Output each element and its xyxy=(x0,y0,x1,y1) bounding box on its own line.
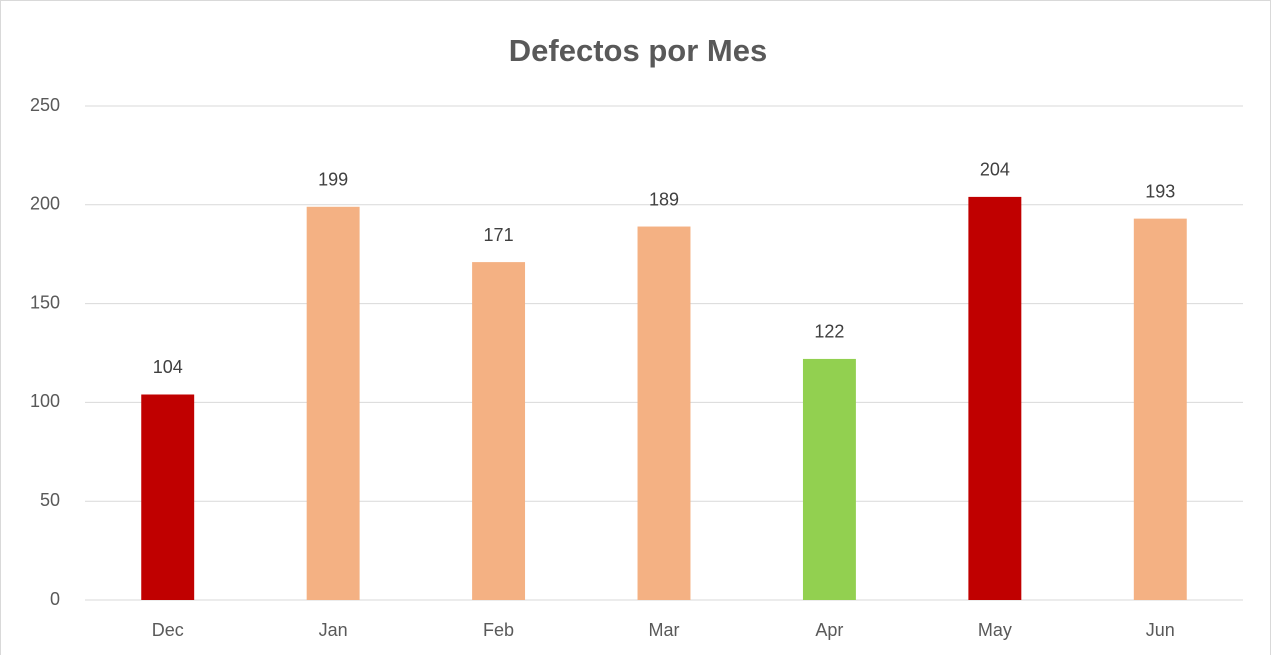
bar xyxy=(472,262,526,600)
y-tick-label: 150 xyxy=(30,292,60,312)
y-tick-label: 0 xyxy=(50,589,60,609)
x-tick-label: Apr xyxy=(815,620,843,640)
data-label: 193 xyxy=(1145,181,1175,201)
bar xyxy=(637,226,691,600)
x-tick-label: Jan xyxy=(319,620,348,640)
y-tick-label: 200 xyxy=(30,194,60,214)
data-label: 189 xyxy=(649,189,679,209)
data-label: 199 xyxy=(318,170,348,190)
bar xyxy=(141,394,195,600)
y-tick-label: 250 xyxy=(30,95,60,115)
x-tick-label: Mar xyxy=(649,620,680,640)
data-label: 122 xyxy=(814,322,844,342)
x-tick-label: May xyxy=(978,620,1012,640)
bar xyxy=(968,196,1022,600)
y-tick-label: 50 xyxy=(40,490,60,510)
data-label: 204 xyxy=(980,160,1010,180)
x-tick-label: Feb xyxy=(483,620,514,640)
bar xyxy=(1133,218,1187,600)
x-tick-label: Dec xyxy=(152,620,184,640)
data-label: 171 xyxy=(484,225,514,245)
data-label: 104 xyxy=(153,357,183,377)
bar xyxy=(802,358,856,600)
y-tick-label: 100 xyxy=(30,391,60,411)
chart-title: Defectos por Mes xyxy=(509,33,767,68)
bar xyxy=(306,206,360,600)
x-tick-label: Jun xyxy=(1146,620,1175,640)
